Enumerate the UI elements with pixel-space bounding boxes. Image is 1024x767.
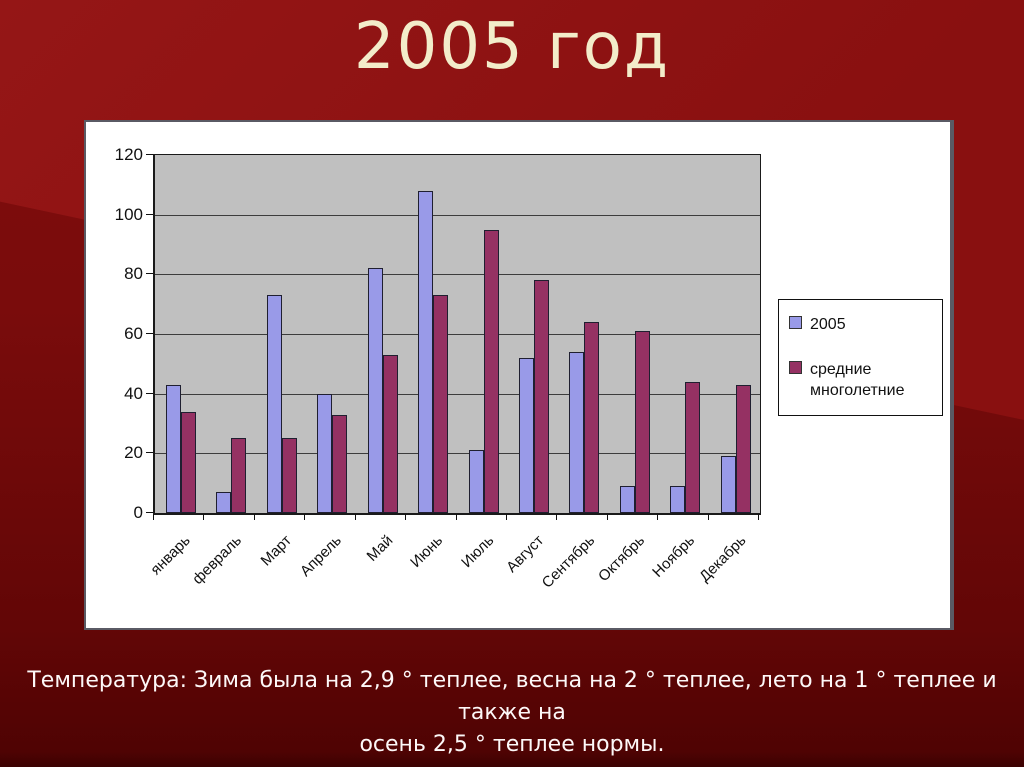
bar-средние-Сентябрь bbox=[584, 322, 599, 513]
y-axis-label-20: 20 bbox=[124, 443, 143, 462]
bar-2005-Апрель bbox=[317, 394, 332, 513]
y-axis-label-80: 80 bbox=[124, 264, 143, 283]
x-tick-mark bbox=[607, 514, 608, 520]
bar-средние-Август bbox=[534, 280, 549, 513]
bar-средние-февраль bbox=[231, 438, 246, 513]
x-tick-mark bbox=[556, 514, 557, 520]
chart-frame: 0 20 40 60 80 100 120 январь февраль Март Апрель Ма… bbox=[84, 120, 954, 630]
gridline-60 bbox=[155, 334, 760, 335]
x-tick-mark bbox=[758, 514, 759, 520]
y-tick-mark bbox=[146, 393, 153, 394]
x-tick-mark bbox=[304, 514, 305, 520]
x-tick-mark bbox=[708, 514, 709, 520]
bar-2005-Сентябрь bbox=[569, 352, 584, 513]
bar-2005-Май bbox=[368, 268, 383, 513]
legend-swatch-icon bbox=[789, 361, 802, 374]
bar-средние-Декабрь bbox=[736, 385, 751, 513]
bar-средние-Октябрь bbox=[635, 331, 650, 513]
y-axis-label-120: 120 bbox=[114, 145, 143, 164]
caption-line: Температура: Зима была на 2,9 ° теплее, … bbox=[27, 668, 997, 693]
x-tick-mark bbox=[657, 514, 658, 520]
bar-2005-Октябрь bbox=[620, 486, 635, 513]
y-tick-mark bbox=[146, 333, 153, 334]
y-tick-mark bbox=[146, 512, 153, 513]
bar-средние-Июль bbox=[484, 230, 499, 513]
bar-2005-Декабрь bbox=[721, 456, 736, 513]
bar-2005-Июль bbox=[469, 450, 484, 513]
x-tick-mark bbox=[355, 514, 356, 520]
bar-средние-Март bbox=[282, 438, 297, 513]
caption: Температура: Зима была на 2,9 ° теплее, … bbox=[0, 665, 1024, 761]
bar-средние-январь bbox=[181, 412, 196, 513]
bar-2005-Ноябрь bbox=[670, 486, 685, 513]
caption-line: также на bbox=[458, 700, 566, 725]
x-tick-mark bbox=[254, 514, 255, 520]
x-tick-mark bbox=[506, 514, 507, 520]
gridline-20 bbox=[155, 453, 760, 454]
gridline-100 bbox=[155, 215, 760, 216]
y-axis-label-60: 60 bbox=[124, 324, 143, 343]
x-tick-mark bbox=[153, 514, 154, 520]
legend-entry: средние многолетние bbox=[789, 359, 932, 401]
chart-legend: 2005 средние многолетние bbox=[778, 299, 943, 416]
legend-entry: 2005 bbox=[789, 314, 932, 335]
x-tick-mark bbox=[405, 514, 406, 520]
x-tick-mark bbox=[203, 514, 204, 520]
y-tick-mark bbox=[146, 214, 153, 215]
y-axis-label-40: 40 bbox=[124, 384, 143, 403]
bar-средние-Май bbox=[383, 355, 398, 513]
bar-средние-Апрель bbox=[332, 415, 347, 513]
y-axis-label-0: 0 bbox=[133, 503, 143, 522]
bar-средние-Ноябрь bbox=[685, 382, 700, 513]
y-tick-mark bbox=[146, 154, 153, 155]
bar-2005-январь bbox=[166, 385, 181, 513]
y-tick-mark bbox=[146, 452, 153, 453]
gridline-80 bbox=[155, 274, 760, 275]
bar-2005-февраль bbox=[216, 492, 231, 513]
bar-2005-Март bbox=[267, 295, 282, 513]
x-axis-label-Декабрь: Декабрь bbox=[695, 532, 750, 586]
plot-area bbox=[153, 154, 761, 515]
bar-2005-Август bbox=[519, 358, 534, 513]
caption-line: осень 2,5 ° теплее нормы. bbox=[359, 732, 665, 757]
slide-title: 2005 год bbox=[353, 10, 671, 84]
bar-средние-Июнь bbox=[433, 295, 448, 513]
x-tick-mark bbox=[456, 514, 457, 520]
bar-2005-Июнь bbox=[418, 191, 433, 513]
legend-label: 2005 bbox=[810, 316, 846, 333]
y-axis-label-100: 100 bbox=[114, 205, 143, 224]
legend-label: средние многолетние bbox=[810, 361, 905, 399]
x-axis-label-wrap: Декабрь bbox=[587, 532, 749, 585]
y-tick-mark bbox=[146, 273, 153, 274]
legend-swatch-icon bbox=[789, 316, 802, 329]
gridline-40 bbox=[155, 394, 760, 395]
